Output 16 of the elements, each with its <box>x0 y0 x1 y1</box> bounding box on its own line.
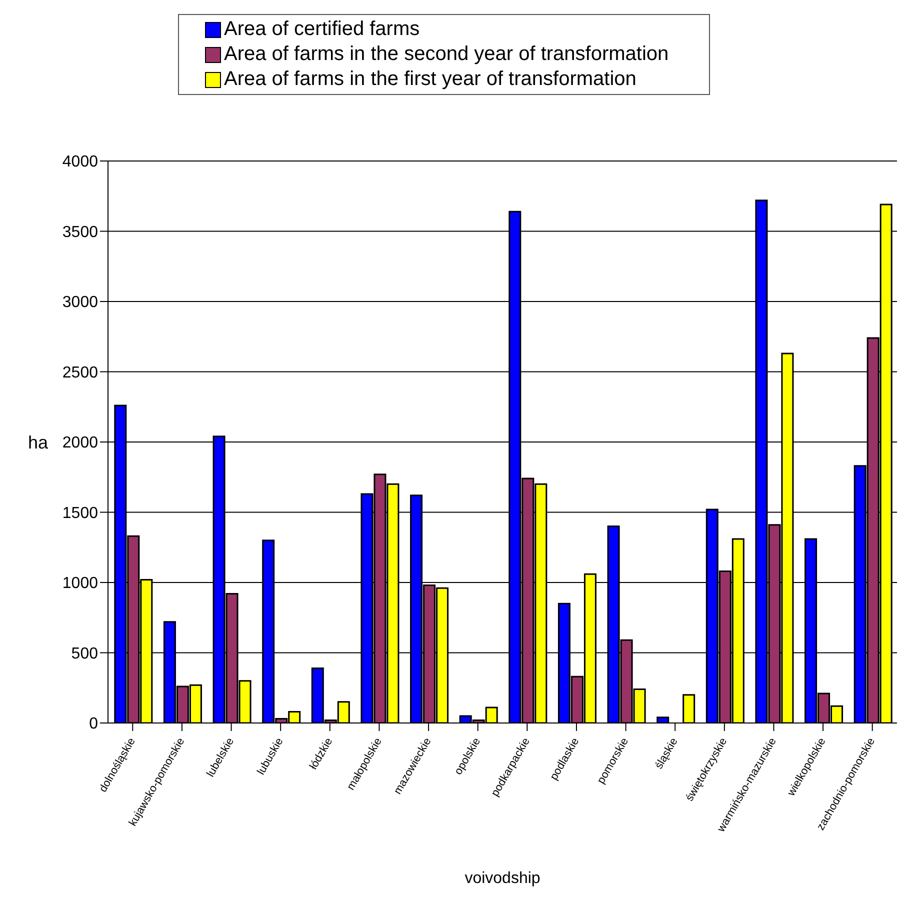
y-tick-label: 1500 <box>62 504 98 522</box>
y-axis-title: ha <box>28 432 50 452</box>
y-tick-label: 3000 <box>62 294 98 312</box>
y-tick-label: 2500 <box>62 364 98 382</box>
y-tick-label: 2000 <box>62 434 98 452</box>
y-tick-label: 3500 <box>62 224 98 241</box>
legend-label: Area of certified farms <box>224 17 420 42</box>
y-tick-label: 0 <box>89 716 98 733</box>
y-tick-label: 1000 <box>62 575 98 592</box>
bar <box>656 716 670 723</box>
legend-label: Area of farms in the first year of transformation <box>224 67 636 92</box>
bar <box>682 694 696 723</box>
y-tick-label: 500 <box>71 645 98 662</box>
legend-label: Area of farms in the second year of transformation <box>224 42 669 67</box>
x-axis-title: voivodship <box>464 870 540 887</box>
y-tick-label: 4000 <box>62 154 98 171</box>
